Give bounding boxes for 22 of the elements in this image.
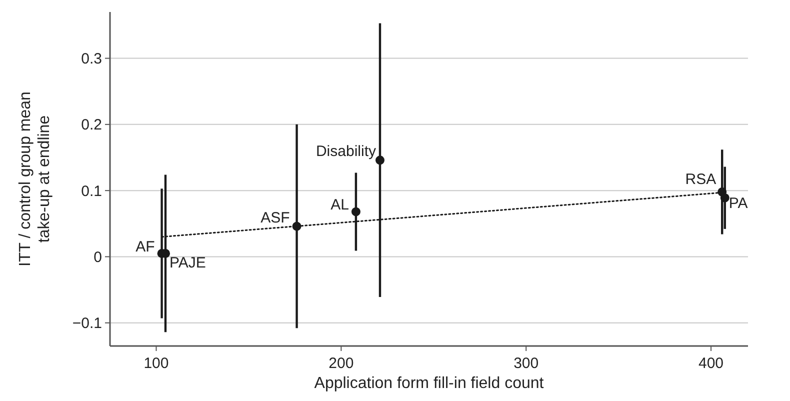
x-tick-label: 200 <box>328 355 354 372</box>
point <box>375 156 384 165</box>
annotation: AL <box>330 196 349 214</box>
annotation: AF <box>136 238 155 256</box>
annotation: PA <box>728 194 748 212</box>
y-tick-label: −0.1 <box>72 315 102 332</box>
y-tick-label: 0.1 <box>81 182 102 200</box>
y-tick-label: 0.3 <box>81 50 102 68</box>
annotation: RSA <box>685 170 716 188</box>
y-axis-title: ITT / control group mean take-up at endline <box>17 92 54 266</box>
x-axis-title: Application form fill-in field count <box>314 375 544 392</box>
x-tick-label: 300 <box>514 355 539 372</box>
x-tick-label: 400 <box>698 355 724 372</box>
point <box>292 222 302 231</box>
point <box>720 193 730 202</box>
annotation: ASF <box>260 209 290 226</box>
point <box>351 207 360 216</box>
annotation: Disability <box>316 143 376 160</box>
annotation: PAJE <box>169 254 206 272</box>
y-tick-label: 0.2 <box>81 116 102 134</box>
y-tick-label: 0 <box>94 248 102 266</box>
x-tick-label: 100 <box>144 355 169 372</box>
